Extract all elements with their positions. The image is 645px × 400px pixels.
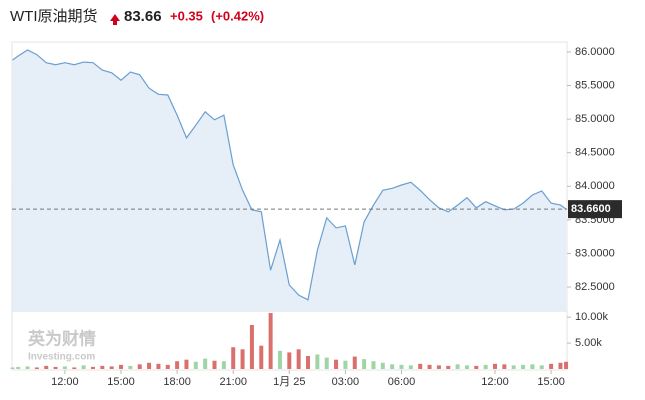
y-tick-label: 84.5000 <box>575 147 615 159</box>
y-tick-label: 83.0000 <box>575 247 615 259</box>
x-tick-label: 03:00 <box>332 376 360 388</box>
y-tick-label: 86.0000 <box>575 46 615 58</box>
volume-bar <box>25 366 30 369</box>
volume-bar <box>231 347 236 369</box>
volume-bar <box>390 364 395 369</box>
last-price-label: 83.6600 <box>571 203 611 215</box>
change-percent: (+0.42%) <box>211 8 264 23</box>
volume-bar <box>446 365 451 369</box>
volume-bar <box>315 354 320 369</box>
price-line <box>12 49 567 301</box>
y-tick-label: 85.5000 <box>575 79 615 91</box>
volume-bar <box>277 350 282 369</box>
volume-bar <box>343 360 348 369</box>
volume-bar <box>156 363 161 369</box>
volume-bar <box>296 349 301 369</box>
y-tick-label: 82.5000 <box>575 281 615 293</box>
x-tick-label: 15:00 <box>537 376 565 388</box>
x-tick-label: 12:00 <box>51 376 79 388</box>
volume-bar <box>380 362 385 369</box>
volume-bar <box>62 366 67 369</box>
volume-bar <box>287 352 292 369</box>
watermark-site: Investing.com <box>28 352 95 363</box>
volume-bar <box>128 365 133 369</box>
watermark-brand: 英为财情 <box>28 328 96 348</box>
x-tick-label: 12:00 <box>481 376 509 388</box>
volume-bar <box>521 364 526 369</box>
volume-bar <box>16 366 21 369</box>
volume-bar <box>259 345 264 369</box>
volume-bar <box>90 366 95 369</box>
volume-bar <box>455 364 460 369</box>
volume-bar <box>72 367 77 369</box>
change: +0.35 <box>170 8 203 23</box>
volume-bar <box>324 357 329 369</box>
volume-bar <box>212 360 217 369</box>
y-tick-label: 85.0000 <box>575 113 615 125</box>
volume-bar <box>249 324 254 369</box>
x-tick-label: 21:00 <box>219 376 247 388</box>
volume-bar <box>193 361 198 369</box>
volume-bar <box>474 365 479 369</box>
volume-bar <box>564 361 569 369</box>
volume-bar <box>549 363 554 369</box>
instrument-name: WTI原油期货 <box>10 8 98 25</box>
volume-bar <box>109 366 114 369</box>
x-tick-label: 15:00 <box>107 376 135 388</box>
volume-bar <box>184 359 189 369</box>
volume-bar <box>44 365 49 369</box>
y2-tick-label: 10.00k <box>575 311 609 323</box>
volume-bar <box>147 362 152 369</box>
area <box>12 50 567 311</box>
volume-bar <box>34 367 39 369</box>
volume-bar <box>268 313 273 369</box>
x-tick-label: 1月 25 <box>273 376 305 388</box>
volume-bar <box>493 363 498 369</box>
volume-bar <box>427 364 432 369</box>
y2-tick-label: 5.00k <box>575 337 602 349</box>
last-price-box <box>568 200 622 219</box>
price: 83.66 <box>124 8 162 25</box>
volume-bar <box>119 364 124 369</box>
volume-bar <box>203 358 208 369</box>
volume-bar <box>436 365 441 369</box>
volume-bar <box>306 356 311 369</box>
volume-bar <box>352 356 357 369</box>
volume-bar <box>175 361 180 369</box>
volume-bar <box>464 365 469 369</box>
volume-bar <box>362 359 367 369</box>
x-tick-label: 18:00 <box>163 376 191 388</box>
x-tick-label: 06:00 <box>388 376 416 388</box>
volume-bar <box>81 365 86 369</box>
volume-bar <box>530 364 535 369</box>
volume-bar <box>165 364 170 369</box>
volume-bar <box>240 349 245 369</box>
volume-bar <box>100 365 105 369</box>
volume-bar <box>371 361 376 369</box>
volume-bar <box>408 365 413 369</box>
volume-bar <box>511 365 516 369</box>
volume-bar <box>483 364 488 369</box>
volume-bar <box>399 364 404 369</box>
volume-bar <box>334 359 339 369</box>
volume-bar <box>221 361 226 369</box>
up-arrow <box>110 14 120 25</box>
volume-bar <box>539 365 544 369</box>
volume-bar <box>53 366 58 369</box>
volume-bar <box>502 364 507 369</box>
volume-bar <box>558 362 563 369</box>
volume-bar <box>418 363 423 369</box>
y-tick-label: 84.0000 <box>575 180 615 192</box>
volume-bar <box>137 364 142 369</box>
volume-bar <box>10 367 15 369</box>
